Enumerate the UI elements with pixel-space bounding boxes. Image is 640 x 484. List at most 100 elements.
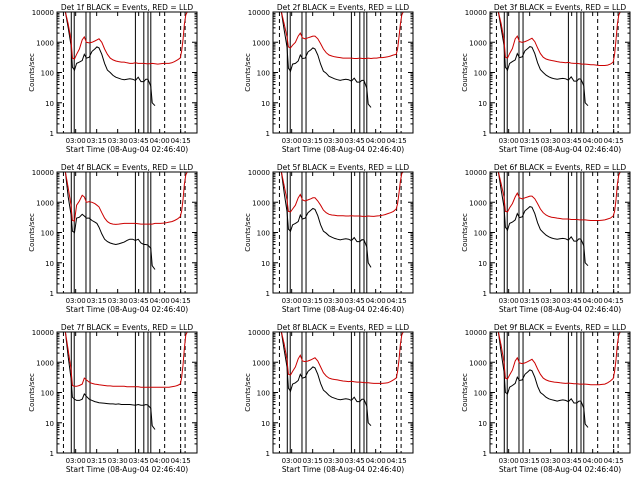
y-axis-label: Counts/sec	[461, 213, 469, 252]
x-tick-label: 03:00	[499, 457, 519, 465]
panel-title: Det 5f BLACK = Events, RED = LLD	[277, 163, 410, 172]
x-tick-label: 03:00	[66, 457, 86, 465]
x-axis-label: Start Time (08-Aug-04 02:46:40)	[499, 305, 621, 314]
x-axis-label: Start Time (08-Aug-04 02:46:40)	[66, 145, 188, 154]
x-tick-label: 04:15	[387, 297, 407, 305]
x-tick-label: 04:00	[150, 297, 170, 305]
x-tick-label: 03:15	[87, 297, 107, 305]
panel-title: Det 7f BLACK = Events, RED = LLD	[61, 323, 194, 332]
y-axis-label: Counts/sec	[244, 53, 252, 92]
x-tick-label: 04:15	[387, 137, 407, 145]
y-tick-label: 1	[50, 290, 54, 298]
y-tick-label: 1	[483, 450, 487, 458]
x-tick-label: 03:45	[129, 137, 149, 145]
x-tick-label: 03:45	[562, 457, 582, 465]
x-tick-label: 03:45	[129, 457, 149, 465]
y-tick-label: 1	[50, 450, 54, 458]
x-tick-label: 04:15	[171, 457, 191, 465]
detector-panel: 1 10 100 1000 10000 03:00 03:15 03:30 03:45 04:00…	[461, 163, 631, 314]
lld-series-line	[273, 172, 406, 217]
lld-series-line	[57, 172, 190, 225]
x-tick-label: 03:30	[108, 297, 128, 305]
y-tick-label: 1000	[36, 39, 54, 47]
x-tick-label: 03:30	[541, 297, 561, 305]
x-tick-label: 03:15	[520, 297, 540, 305]
x-tick-label: 03:15	[303, 297, 323, 305]
x-tick-label: 04:00	[366, 457, 386, 465]
x-tick-label: 03:15	[520, 137, 540, 145]
y-tick-label: 10	[478, 100, 487, 108]
events-series-line	[273, 12, 372, 108]
y-tick-label: 10000	[465, 329, 487, 337]
events-series-line	[273, 172, 372, 268]
lld-series-line	[490, 172, 623, 221]
lld-series-line	[273, 332, 406, 384]
y-tick-label: 1000	[252, 39, 270, 47]
x-tick-label: 04:00	[583, 137, 603, 145]
x-tick-label: 03:15	[303, 457, 323, 465]
x-tick-label: 04:00	[150, 137, 170, 145]
x-tick-label: 03:30	[324, 457, 344, 465]
plot-frame	[56, 331, 198, 454]
plot-frame	[489, 331, 631, 454]
y-tick-label: 10000	[465, 169, 487, 177]
y-tick-label: 10000	[248, 329, 270, 337]
x-tick-label: 03:00	[499, 137, 519, 145]
y-tick-label: 1	[266, 290, 270, 298]
x-tick-label: 04:15	[604, 297, 624, 305]
y-tick-label: 10000	[32, 329, 54, 337]
panel-title: Det 4f BLACK = Events, RED = LLD	[61, 163, 194, 172]
x-tick-label: 03:45	[129, 297, 149, 305]
x-axis-label: Start Time (08-Aug-04 02:46:40)	[282, 465, 404, 474]
y-tick-label: 10000	[465, 9, 487, 17]
x-tick-label: 04:00	[583, 457, 603, 465]
y-tick-label: 10000	[32, 169, 54, 177]
x-axis-label: Start Time (08-Aug-04 02:46:40)	[282, 145, 404, 154]
events-series-line	[273, 332, 372, 427]
y-tick-label: 10	[478, 420, 487, 428]
detector-panel: 1 10 100 1000 10000 03:00 03:15 03:30 03:45 04:00…	[461, 3, 631, 154]
x-axis-label: Start Time (08-Aug-04 02:46:40)	[282, 305, 404, 314]
y-tick-label: 1	[483, 290, 487, 298]
x-tick-label: 04:15	[171, 297, 191, 305]
y-tick-label: 1	[483, 130, 487, 138]
y-tick-label: 10	[261, 260, 270, 268]
detector-panel: 1 10 100 1000 10000 03:00 03:15 03:30 03:45 04:00…	[28, 323, 198, 474]
x-tick-label: 03:30	[108, 137, 128, 145]
y-tick-label: 100	[474, 70, 487, 78]
plot-frame	[272, 171, 414, 294]
y-tick-label: 1000	[469, 39, 487, 47]
x-tick-label: 04:15	[604, 457, 624, 465]
y-tick-label: 100	[41, 390, 54, 398]
y-tick-label: 1000	[252, 359, 270, 367]
x-tick-label: 04:15	[387, 457, 407, 465]
y-axis-label: Counts/sec	[461, 53, 469, 92]
panel-title: Det 6f BLACK = Events, RED = LLD	[494, 163, 627, 172]
x-tick-label: 03:30	[541, 137, 561, 145]
y-tick-label: 100	[257, 230, 270, 238]
lld-series-line	[57, 12, 190, 65]
y-axis-label: Counts/sec	[28, 213, 36, 252]
y-tick-label: 100	[257, 70, 270, 78]
detector-panel: 1 10 100 1000 10000 03:00 03:15 03:30 03:45 04:00…	[244, 163, 414, 314]
y-tick-label: 10000	[32, 9, 54, 17]
y-tick-label: 10	[261, 100, 270, 108]
events-series-line	[57, 172, 156, 270]
plot-frame	[272, 11, 414, 134]
x-tick-label: 03:45	[562, 137, 582, 145]
plot-frame	[272, 331, 414, 454]
x-tick-label: 03:30	[324, 137, 344, 145]
y-tick-label: 1000	[36, 199, 54, 207]
detector-panel: 1 10 100 1000 10000 03:00 03:15 03:30 03:45 04:00…	[28, 3, 198, 154]
events-series-line	[490, 332, 589, 428]
y-tick-label: 10000	[248, 9, 270, 17]
events-series-line	[490, 12, 589, 107]
x-tick-label: 04:00	[366, 137, 386, 145]
x-tick-label: 03:00	[282, 297, 302, 305]
x-axis-label: Start Time (08-Aug-04 02:46:40)	[66, 305, 188, 314]
x-tick-label: 04:00	[583, 297, 603, 305]
y-tick-label: 100	[474, 230, 487, 238]
y-tick-label: 1000	[252, 199, 270, 207]
events-series-line	[57, 332, 156, 430]
